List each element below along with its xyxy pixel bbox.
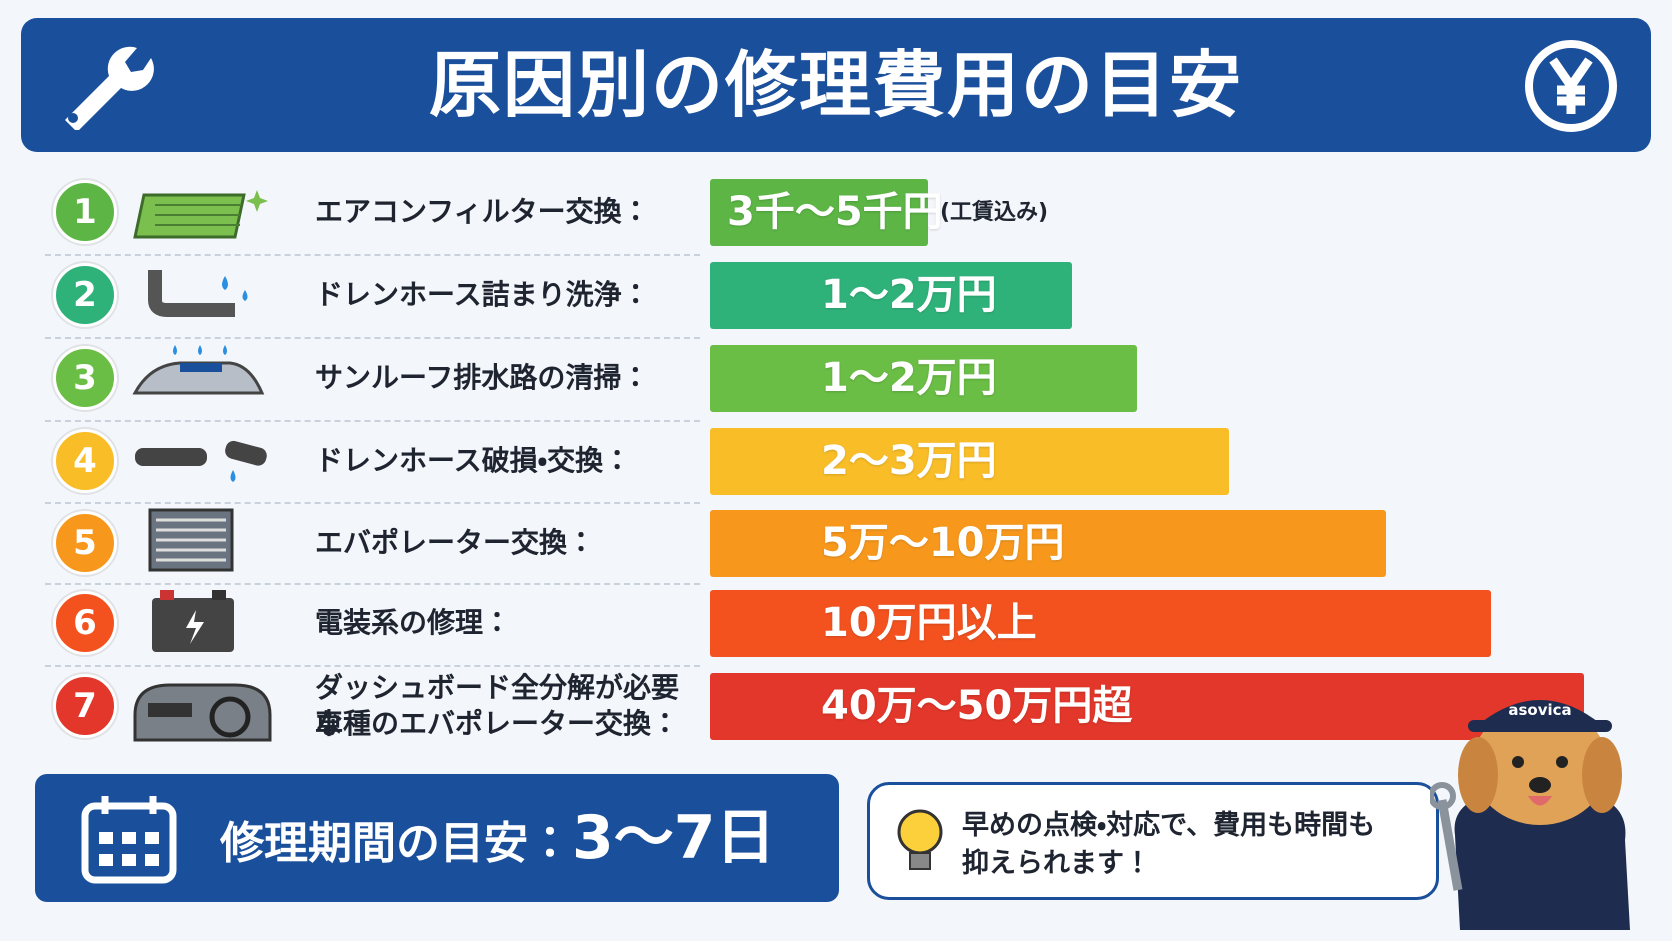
cost-bar: 1〜2万円 [710,262,1072,329]
period-text: 修理期間の目安：3〜7日 [220,774,776,902]
cost-text: 2〜3万円 [821,438,997,484]
row-label: サンルーフ排水路の清掃： [315,361,650,394]
tip-line: 早めの点検・対応で、費用も時間も [962,810,1376,841]
row-label: 電装系の修理： [315,606,512,639]
row-label: ドレンホース詰まり洗浄： [315,278,650,311]
separator [45,583,700,585]
calendar-icon [81,796,177,884]
separator [45,502,700,504]
cost-bar: 3千〜5千円 [710,179,943,246]
row-number: 5 [53,511,117,575]
row-label: 車種のエバポレーター交換： [315,707,680,740]
row-number: 2 [53,263,117,327]
row-label: エバポレーター交換： [315,526,596,559]
bulb-icon [897,809,943,870]
row-label: ドレンホース破損・交換： [315,444,632,477]
tip-line: 抑えられます！ [962,848,1151,879]
title: 原因別の修理費用の目安 [428,43,1243,127]
separator [45,253,700,256]
tip-box: 早めの点検・対応で、費用も時間も 抑えられます！ [867,782,1439,900]
cost-text: 10万円以上 [821,600,1037,646]
cost-bar: 10万円以上 [710,590,1491,657]
separator [45,664,700,667]
cost-text: 1〜2万円 [821,355,997,401]
period-value: 3〜7日 [572,803,776,873]
separator [45,419,700,422]
row-label: エアコンフィルター交換： [315,195,650,228]
cost-text: 5万〜10万円 [821,520,1065,566]
row-number: 4 [53,429,117,493]
row-label: ダッシュボード全分解が必要な [315,671,680,740]
cost-note: (工賃込み) [940,200,1049,225]
cost-text: 40万〜50万円超 [821,683,1133,729]
cost-bar: 40万〜50万円超 [710,673,1584,740]
cost-bar: 5万〜10万円 [710,510,1386,577]
mascot: asovica [1430,700,1630,930]
cost-text: 1〜2万円 [821,272,997,318]
period-label: 修理期間の目安： [220,818,572,869]
cost-text: 3千〜5千円 [727,189,943,235]
row-number: 1 [53,180,117,244]
cost-bar: 2〜3万円 [710,428,1229,495]
separator [45,336,700,339]
period-box: 修理期間の目安：3〜7日 [35,774,839,902]
row-number: 6 [53,591,117,655]
mascot-cap: asovica [1508,701,1571,719]
yen-icon [1525,40,1617,132]
cost-bar: 1〜2万円 [710,345,1137,412]
wrench-icon [65,46,154,130]
header: 原因別の修理費用の目安 [21,18,1651,152]
icons [132,190,272,742]
row-number: 7 [53,674,117,738]
row-number: 3 [53,346,117,410]
